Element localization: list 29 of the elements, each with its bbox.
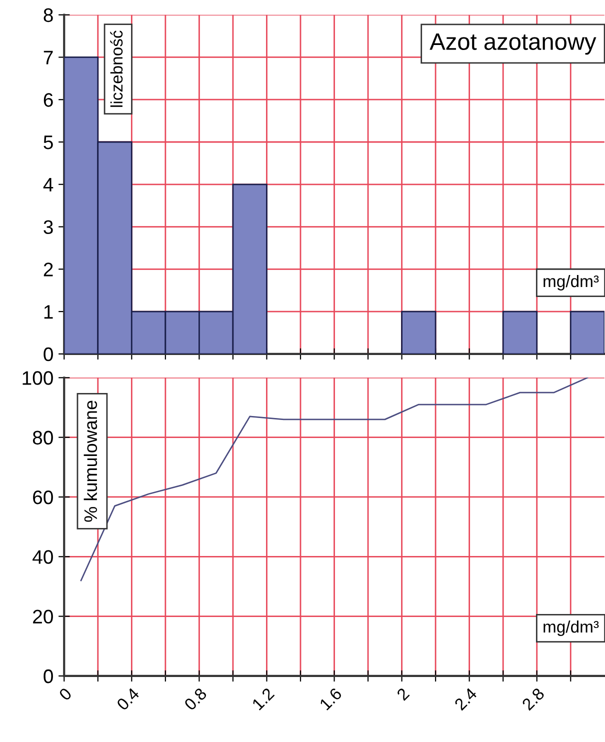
y-tick-label: 5	[44, 136, 53, 150]
x-tick-label: 2.8	[521, 687, 546, 711]
x-tick-label: 0.4	[116, 687, 140, 711]
y-tick-label: 20	[33, 610, 53, 624]
y-tick-label: 0	[44, 347, 53, 362]
y-tick-label: 3	[44, 220, 53, 234]
x-tick-label: 1.6	[319, 687, 342, 711]
y-tick-label: 7	[44, 50, 53, 64]
y-tick-label: 60	[33, 490, 53, 504]
x-tick-label: 2.4	[454, 687, 478, 711]
x-tick-label: 0	[58, 687, 72, 702]
x-tick-label: 0.8	[184, 687, 208, 711]
x-tick-label: 2	[396, 687, 410, 701]
x-tick-label: 1.2	[252, 687, 275, 710]
y-axis-title: % kumulowane	[84, 400, 98, 522]
text: Azot azotanowy	[430, 34, 596, 55]
y-axis-title: liczebność	[110, 30, 123, 107]
y-tick-label: 6	[44, 93, 53, 107]
y-tick-label: 2	[44, 262, 53, 276]
y-tick-label: 8	[44, 8, 53, 22]
y-tick-label: 1	[44, 305, 53, 319]
y-tick-label: 100	[22, 371, 53, 385]
x-axis-title: mg/dm³	[544, 620, 599, 636]
y-tick-label: 40	[32, 550, 53, 564]
y-tick-label: 4	[43, 178, 54, 192]
y-tick-label: 80	[32, 430, 53, 445]
y-tick-label: 0	[44, 669, 53, 684]
x-axis-title: mg/dm³	[544, 274, 599, 290]
line-series	[80, 378, 588, 582]
